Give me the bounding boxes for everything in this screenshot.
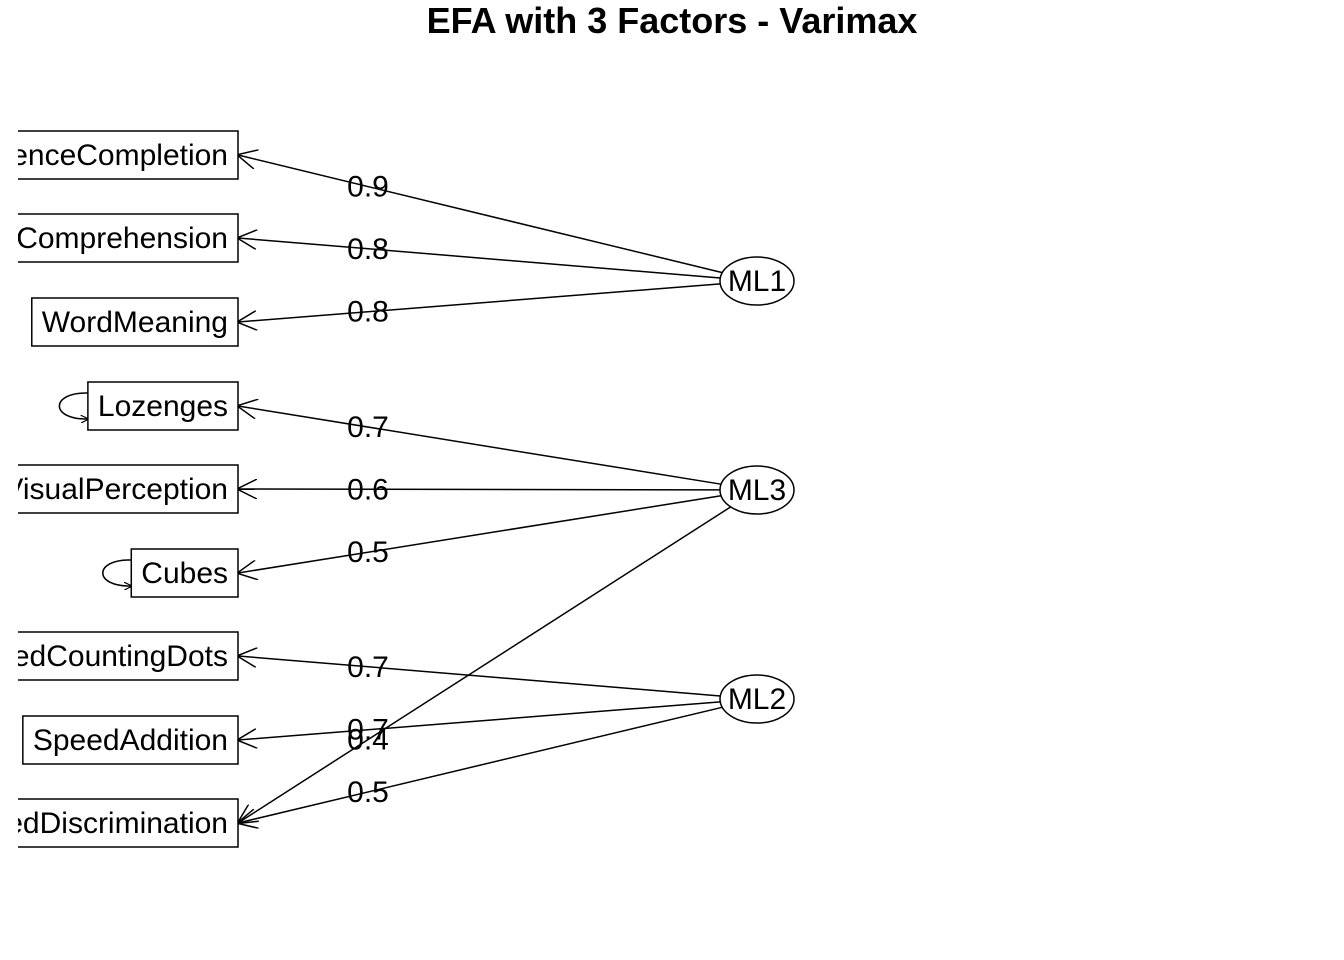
edge-ml1-sentence-completion (238, 155, 723, 274)
variable-box-visual-perception (18, 464, 239, 514)
edge-ml3-speed-discrimination (238, 506, 732, 823)
factor-label-ml2: ML2 (728, 683, 786, 716)
loading-edges (238, 155, 732, 823)
edge-ml1-comprehension (238, 238, 721, 279)
edge-ml2-speed-counting-dots (238, 656, 721, 697)
edge-ml2-speed-addition (238, 701, 721, 740)
edge-ml3-cubes (238, 495, 722, 573)
self-loop-cubes (102, 559, 132, 586)
edge-ml2-speed-discrimination (238, 706, 723, 823)
loading-label-ml3-visual-perception: 0.6 (347, 473, 389, 506)
edge-ml1-word-meaning (238, 283, 721, 322)
variable-label-visual-perception: VisualPerception (3, 473, 228, 506)
variable-label-lozenges: Lozenges (98, 390, 228, 423)
loading-label-ml3-cubes: 0.5 (347, 536, 389, 569)
edge-ml3-visual-perception (238, 489, 721, 490)
variable-box-speed-discrimination (18, 798, 239, 848)
loading-label-ml3-speed-discrimination: 0.4 (347, 724, 389, 757)
factor-label-ml3: ML3 (728, 474, 786, 507)
factor-node-ml1 (719, 256, 795, 306)
self-loop-lozenges (58, 392, 88, 419)
variable-label-sentence-completion: SentenceCompletion (0, 139, 228, 172)
factor-node-ml3 (719, 465, 795, 515)
variable-box-comprehension (18, 213, 239, 263)
variable-box-cubes (130, 548, 239, 598)
factor-label-ml1: ML1 (728, 265, 786, 298)
loading-label-ml2-speed-addition: 0.7 (347, 714, 389, 747)
loading-label-ml3-lozenges: 0.7 (347, 411, 389, 444)
loading-label-ml2-speed-discrimination: 0.5 (347, 776, 389, 809)
loading-label-ml1-word-meaning: 0.8 (347, 296, 389, 329)
loading-labels: 0.9 0.8 0.8 0.7 0.6 0.5 0.7 0.7 0.5 0.4 (347, 171, 389, 809)
self-loops (58, 392, 132, 586)
edge-ml3-lozenges (238, 406, 722, 485)
factor-nodes: ML1 ML3 ML2 (719, 256, 795, 724)
variable-box-word-meaning (31, 297, 239, 347)
variable-label-speed-discrimination: SpeedDiscrimination (0, 807, 228, 840)
diagram-title: EFA with 3 Factors - Varimax (427, 0, 918, 41)
variable-label-comprehension: Comprehension (16, 222, 228, 255)
variable-label-cubes: Cubes (141, 557, 228, 590)
variable-boxes: SentenceCompletion Comprehension WordMeani… (0, 130, 239, 848)
loading-label-ml2-speed-counting-dots: 0.7 (347, 651, 389, 684)
variable-label-speed-addition: SpeedAddition (33, 724, 228, 757)
variable-box-speed-counting-dots (18, 631, 239, 681)
variable-label-word-meaning: WordMeaning (42, 306, 228, 339)
variable-box-speed-addition (22, 715, 239, 765)
variable-box-sentence-completion (18, 130, 239, 180)
variable-box-lozenges (87, 381, 239, 431)
loading-label-ml1-comprehension: 0.8 (347, 233, 389, 266)
factor-node-ml2 (719, 674, 795, 724)
plot-area: SentenceCompletion Comprehension WordMeani… (0, 130, 795, 848)
variable-label-speed-counting-dots: SpeedCountingDots (0, 640, 228, 673)
loading-label-ml1-sentence-completion: 0.9 (347, 171, 389, 204)
